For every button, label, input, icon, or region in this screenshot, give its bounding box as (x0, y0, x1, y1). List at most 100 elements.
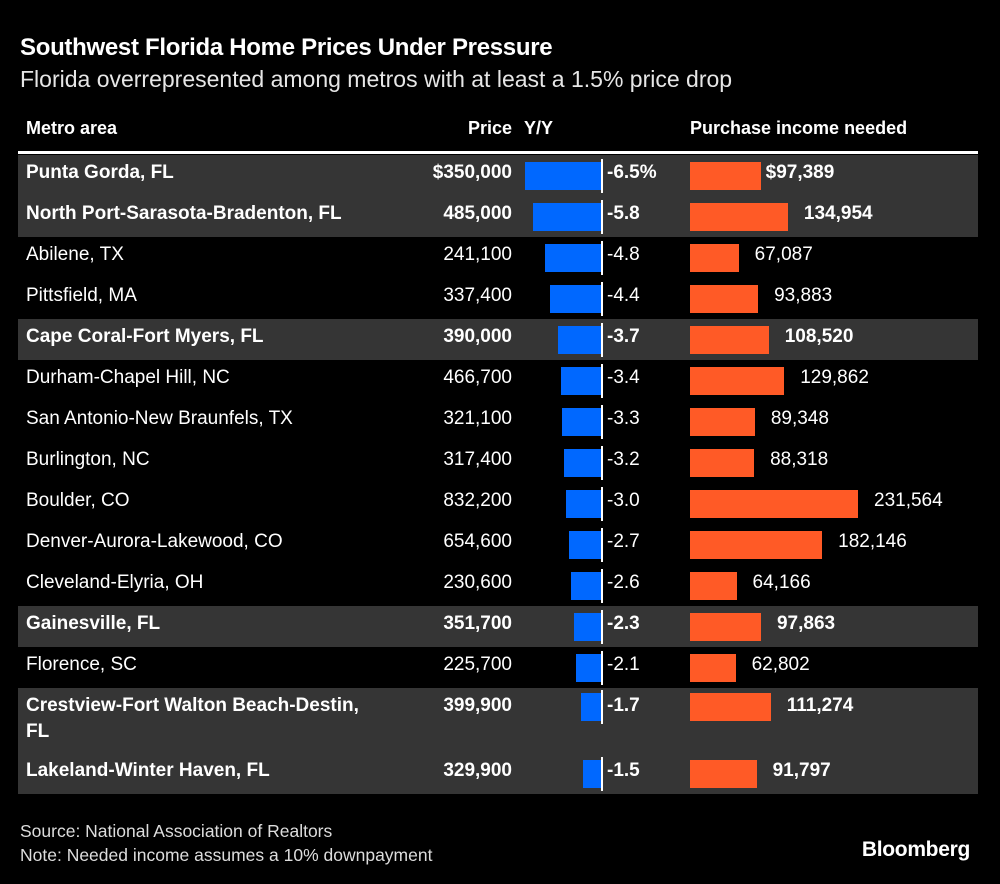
income-value: 231,564 (874, 490, 943, 511)
price-value: 466,700 (443, 367, 512, 388)
income-value: 182,146 (838, 531, 907, 552)
income-bar (690, 448, 755, 477)
price-value: 399,900 (443, 695, 512, 716)
income-bar (690, 489, 858, 518)
metro-name: Gainesville, FL (26, 613, 161, 634)
chart-title: Southwest Florida Home Prices Under Pres… (20, 34, 553, 61)
price-value: 225,700 (443, 654, 512, 675)
income-bar (690, 366, 785, 395)
price-value: 485,000 (443, 203, 512, 224)
yoy-value: -4.8 (607, 244, 640, 265)
yoy-bar (544, 243, 601, 272)
header-price: Price (467, 118, 512, 138)
zero-line (601, 363, 603, 398)
metro-name: Lakeland-Winter Haven, FL (26, 760, 270, 781)
table-row: Cleveland-Elyria, OH 230,600 -2.6 64,166 (18, 565, 978, 606)
table-row: Durham-Chapel Hill, NC 466,700 -3.4 129,862 (18, 360, 978, 401)
income-bar (690, 759, 757, 788)
yoy-bar (533, 202, 601, 231)
income-bar (690, 202, 788, 231)
table-row: Boulder, CO 832,200 -3.0 231,564 (18, 483, 978, 524)
table-row: Abilene, TX 241,100 -4.8 67,087 (18, 237, 978, 278)
yoy-value: -3.3 (607, 408, 640, 429)
income-bar (690, 407, 755, 436)
yoy-bar (524, 161, 601, 190)
yoy-value: -3.0 (607, 490, 640, 511)
income-value: $97,389 (765, 162, 835, 183)
income-bar (690, 284, 759, 313)
metro-name: Cape Coral-Fort Myers, FL (26, 326, 264, 347)
price-value: $350,000 (432, 162, 512, 183)
income-bar (690, 571, 737, 600)
metro-name: Crestview-Fort Walton Beach-Destin, FL (26, 695, 359, 742)
zero-line (601, 690, 603, 724)
price-value: 390,000 (443, 326, 512, 347)
header-metro: Metro area (26, 118, 118, 138)
metro-name: Pittsfield, MA (26, 285, 137, 306)
price-value: 351,700 (443, 613, 512, 634)
yoy-bar (576, 653, 601, 682)
zero-line (601, 568, 603, 603)
income-value: 89,348 (770, 408, 829, 429)
income-bar (690, 325, 769, 354)
header-rule (18, 151, 978, 154)
yoy-value: -2.7 (607, 531, 640, 552)
yoy-value: -1.7 (607, 695, 640, 716)
zero-line (601, 756, 603, 791)
price-value: 321,100 (443, 408, 512, 429)
yoy-value: -3.4 (607, 367, 640, 388)
yoy-bar (569, 530, 601, 559)
yoy-bar (562, 407, 601, 436)
metro-name: San Antonio-New Braunfels, TX (26, 408, 293, 429)
yoy-value: -5.8 (607, 203, 640, 224)
metro-name: Denver-Aurora-Lakewood, CO (26, 531, 283, 552)
price-value: 241,100 (443, 244, 512, 265)
yoy-value: -2.1 (607, 654, 640, 675)
yoy-value: -1.5 (607, 760, 640, 781)
income-value: 88,318 (770, 449, 829, 470)
price-value: 832,200 (443, 490, 512, 511)
chart-subtitle: Florida overrepresented among metros wit… (20, 66, 733, 92)
metro-name: Cleveland-Elyria, OH (26, 572, 204, 593)
yoy-value: -2.3 (607, 613, 640, 634)
zero-line (601, 404, 603, 439)
table-row: North Port-Sarasota-Bradenton, FL 485,000… (18, 196, 978, 237)
income-value: 108,520 (784, 326, 854, 347)
price-value: 230,600 (443, 572, 512, 593)
income-value: 129,862 (800, 367, 869, 388)
yoy-value: -4.4 (607, 285, 640, 306)
yoy-bar (557, 325, 601, 354)
zero-line (601, 527, 603, 562)
yoy-value: -6.5% (607, 162, 657, 183)
zero-line (601, 240, 603, 275)
income-bar (690, 653, 736, 682)
zero-line (601, 199, 603, 234)
metro-name: Florence, SC (26, 654, 137, 675)
table-row: Pittsfield, MA 337,400 -4.4 93,883 (18, 278, 978, 319)
source-note: Source: National Association of Realtors (20, 821, 333, 841)
table-row: Lakeland-Winter Haven, FL 329,900 -1.5 91,7… (18, 753, 978, 794)
zero-line (601, 322, 603, 357)
header-income: Purchase income needed (690, 118, 908, 138)
footnote: Note: Needed income assumes a 10% downpa… (20, 845, 433, 865)
income-value: 111,274 (786, 695, 854, 716)
income-value: 64,166 (752, 572, 811, 593)
zero-line (601, 445, 603, 480)
table-row: Crestview-Fort Walton Beach-Destin, FL 39… (18, 688, 978, 753)
income-bar (690, 693, 771, 721)
price-value: 337,400 (443, 285, 512, 306)
table-row: Florence, SC 225,700 -2.1 62,802 (18, 647, 978, 688)
income-value: 134,954 (803, 203, 873, 224)
income-value: 97,863 (776, 613, 836, 634)
income-value: 67,087 (754, 244, 813, 265)
yoy-value: -3.7 (607, 326, 640, 347)
income-value: 93,883 (774, 285, 833, 306)
income-bar (690, 530, 823, 559)
table-row: Gainesville, FL 351,700 -2.3 97,863 (18, 606, 978, 647)
table-row: Punta Gorda, FL $350,000 -6.5% $97,389 (18, 155, 978, 196)
yoy-bar (563, 448, 601, 477)
zero-line (601, 281, 603, 316)
yoy-value: -2.6 (607, 572, 640, 593)
metro-name: Punta Gorda, FL (26, 162, 174, 183)
metro-name: Abilene, TX (26, 244, 124, 265)
